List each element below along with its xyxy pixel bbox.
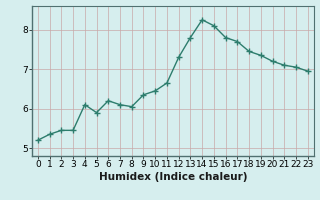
X-axis label: Humidex (Indice chaleur): Humidex (Indice chaleur) (99, 172, 247, 182)
